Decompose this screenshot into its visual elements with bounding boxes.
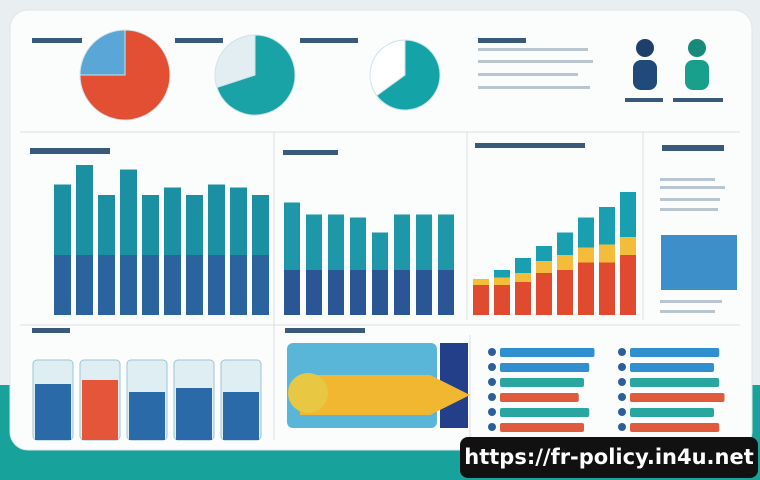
bar-base bbox=[208, 255, 225, 315]
bar-base bbox=[438, 270, 454, 315]
bar-base bbox=[328, 270, 344, 315]
stacked-segment bbox=[620, 192, 636, 237]
list-dot bbox=[618, 423, 626, 431]
bar-base bbox=[186, 255, 203, 315]
pie-slice bbox=[79, 29, 126, 76]
info-box bbox=[661, 235, 737, 290]
cup-fill bbox=[223, 392, 259, 440]
stacked-segment bbox=[515, 258, 531, 273]
stacked-segment bbox=[536, 246, 552, 261]
bar-base bbox=[120, 255, 137, 315]
list-bar bbox=[630, 348, 720, 357]
list-bar bbox=[630, 408, 714, 417]
list-dot bbox=[488, 393, 496, 401]
list-bar bbox=[630, 423, 720, 432]
bar-base bbox=[350, 270, 366, 315]
stacked-segment bbox=[536, 273, 552, 315]
pie-slice bbox=[79, 29, 171, 121]
list-dot bbox=[488, 408, 496, 416]
pie-slice bbox=[375, 39, 441, 111]
stacked-segment bbox=[494, 285, 510, 315]
list-bar bbox=[630, 393, 725, 402]
list-bar bbox=[500, 423, 584, 432]
stacked-segment bbox=[578, 247, 594, 263]
pie-slice bbox=[214, 34, 256, 88]
stacked-segment bbox=[515, 273, 531, 282]
text-placeholders bbox=[30, 38, 724, 333]
cup-fill bbox=[35, 384, 71, 440]
list-dot bbox=[618, 378, 626, 386]
text-lines bbox=[478, 48, 725, 313]
list-dot bbox=[488, 378, 496, 386]
bar-base bbox=[230, 255, 247, 315]
stacked-segment bbox=[515, 282, 531, 315]
bar-base bbox=[164, 255, 181, 315]
list-dot bbox=[618, 393, 626, 401]
bar-base bbox=[142, 255, 159, 315]
stacked-segment bbox=[473, 285, 489, 315]
list-bar bbox=[630, 363, 714, 372]
stacked-segment bbox=[599, 244, 615, 263]
stacked-segment bbox=[578, 217, 594, 248]
list-bar bbox=[630, 378, 720, 387]
stacked-segment bbox=[578, 262, 594, 315]
people-icons bbox=[633, 39, 709, 90]
pie-slice bbox=[369, 39, 406, 97]
stacked-segment bbox=[557, 232, 573, 255]
bar-base bbox=[54, 255, 71, 315]
list-dot bbox=[488, 363, 496, 371]
bar-base bbox=[372, 270, 388, 315]
stacked-segment bbox=[599, 262, 615, 315]
card bbox=[9, 9, 753, 451]
stacked-segment bbox=[494, 277, 510, 285]
pie-slice bbox=[216, 34, 296, 116]
list-dot bbox=[618, 363, 626, 371]
watermark: https://fr-policy.in4u.net bbox=[464, 445, 753, 469]
bar-base bbox=[76, 255, 93, 315]
list-bar bbox=[500, 408, 590, 417]
bar-base bbox=[416, 270, 432, 315]
list-bar bbox=[500, 378, 584, 387]
list-dot bbox=[488, 348, 496, 356]
cup-fill bbox=[82, 380, 118, 440]
bar-base bbox=[98, 255, 115, 315]
stacked-segment bbox=[557, 255, 573, 270]
dividers bbox=[20, 131, 740, 440]
stacked-segment bbox=[620, 237, 636, 255]
list-bar bbox=[500, 348, 595, 357]
watermark-box bbox=[460, 437, 758, 478]
stacked-segment bbox=[494, 270, 510, 278]
flow-diagram bbox=[287, 343, 470, 428]
stacked-segment bbox=[473, 279, 489, 285]
list-bar bbox=[500, 363, 590, 372]
bar-base bbox=[394, 270, 410, 315]
cup-fill bbox=[129, 392, 165, 440]
stacked-segment bbox=[620, 255, 636, 315]
stacked-segment bbox=[557, 270, 573, 315]
list-dot bbox=[488, 423, 496, 431]
bar-base bbox=[284, 270, 300, 315]
list-dot bbox=[618, 408, 626, 416]
stacked-segment bbox=[536, 261, 552, 273]
bar-base bbox=[306, 270, 322, 315]
marks bbox=[32, 29, 725, 441]
stacked-segment bbox=[599, 207, 615, 245]
list-dot bbox=[618, 348, 626, 356]
cup-fill bbox=[176, 388, 212, 440]
bar-base bbox=[252, 255, 269, 315]
list-bar bbox=[500, 393, 579, 402]
